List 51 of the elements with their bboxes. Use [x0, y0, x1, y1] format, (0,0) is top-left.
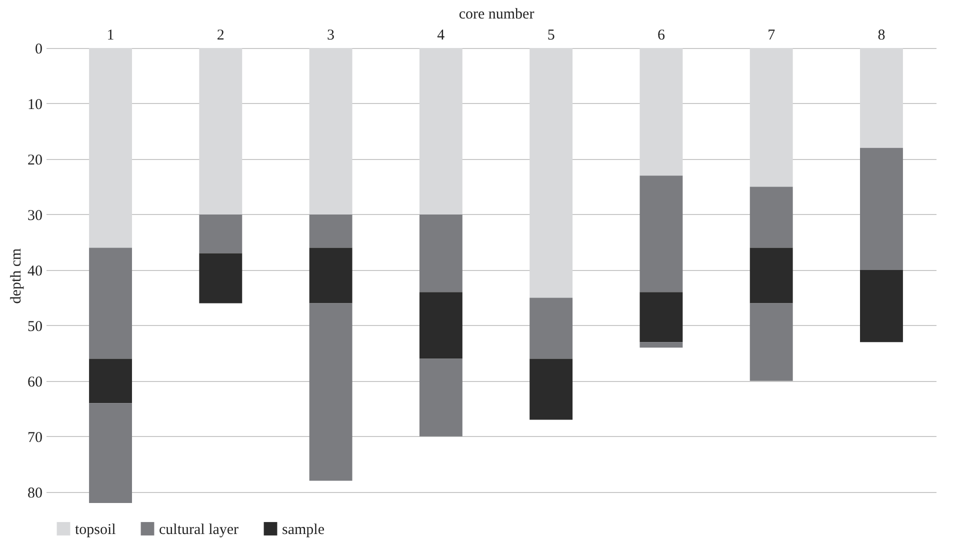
y-tick-label: 50: [28, 318, 42, 335]
x-tick-label: 6: [657, 28, 666, 44]
y-tick-label: 0: [35, 42, 42, 58]
bar: [860, 48, 903, 148]
bar: [530, 298, 573, 359]
bar: [530, 48, 573, 298]
x-tick-label: 8: [878, 28, 886, 44]
bar: [309, 303, 352, 481]
bar: [419, 358, 462, 436]
x-tick-label: 7: [768, 28, 776, 44]
y-tick-label: 20: [28, 152, 42, 168]
bar: [309, 48, 352, 214]
legend-label: sample: [282, 522, 325, 538]
y-tick-label: 80: [28, 485, 42, 502]
x-tick-label: 5: [547, 28, 555, 44]
y-tick-label: 70: [28, 430, 42, 446]
y-tick-label: 30: [28, 208, 42, 224]
x-tick-label: 1: [106, 28, 114, 44]
bar: [860, 148, 903, 270]
bar: [199, 214, 242, 254]
bar: [419, 48, 462, 214]
bar: [640, 48, 683, 176]
legend-label: topsoil: [75, 522, 116, 538]
bar: [309, 248, 352, 304]
x-tick-label: 3: [327, 28, 335, 44]
x-axis-title: core number: [458, 6, 534, 22]
bar: [309, 214, 352, 248]
y-axis-title: depth cm: [8, 248, 24, 304]
bar: [640, 292, 683, 342]
legend-label: cultural layer: [159, 522, 239, 538]
bar: [199, 48, 242, 214]
bar: [640, 342, 683, 348]
bar: [419, 292, 462, 359]
bar: [89, 48, 132, 248]
bar: [530, 358, 573, 420]
y-tick-label: 60: [28, 374, 42, 390]
bar: [750, 48, 793, 187]
bar: [89, 403, 132, 503]
bar: [860, 270, 903, 342]
bar: [750, 303, 793, 381]
x-tick-label: 2: [216, 28, 224, 44]
bar: [640, 176, 683, 292]
y-tick-label: 40: [28, 263, 42, 280]
bar: [750, 248, 793, 304]
bar: [199, 253, 242, 304]
y-tick-label: 10: [28, 96, 42, 113]
bar: [89, 358, 132, 404]
bar: [750, 186, 793, 248]
bar: [419, 214, 462, 292]
bar: [89, 248, 132, 359]
x-tick-label: 4: [437, 28, 446, 44]
